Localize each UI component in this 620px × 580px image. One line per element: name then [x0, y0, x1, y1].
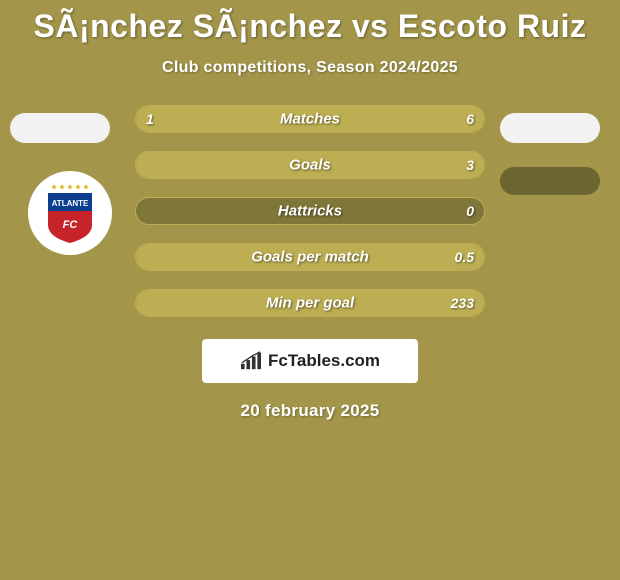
- player-right-club-avatar: [500, 167, 600, 195]
- stat-row: Hattricks 0: [135, 197, 485, 225]
- player-left-club-badge: ATLANTE FC: [28, 171, 112, 255]
- stat-value-left: 1: [146, 111, 154, 127]
- club-badge-name: ATLANTE: [52, 199, 89, 208]
- subtitle: Club competitions, Season 2024/2025: [0, 59, 620, 77]
- bar-chart-icon: [240, 351, 262, 371]
- stat-value-right: 0.5: [455, 249, 474, 265]
- stats-list: Matches 1 6 Goals 3 Hattricks 0 Goals per match…: [135, 105, 485, 317]
- stat-value-right: 6: [466, 111, 474, 127]
- comparison-card: SÃ¡nchez SÃ¡nchez vs Escoto Ruiz Club co…: [0, 0, 620, 580]
- stat-value-right: 0: [466, 203, 474, 219]
- date-line: 20 february 2025: [0, 401, 620, 421]
- stat-label: Min per goal: [266, 295, 354, 312]
- player-right-avatar: [500, 113, 600, 143]
- stat-row: Matches 1 6: [135, 105, 485, 133]
- stat-label: Goals per match: [251, 249, 369, 266]
- main-area: ATLANTE FC Matches 1 6 Goals 3 Hattricks 0 Goal…: [0, 105, 620, 421]
- stat-fill-left: [136, 106, 186, 132]
- stat-label: Goals: [289, 157, 331, 174]
- stat-label: Matches: [280, 111, 340, 128]
- stat-label: Hattricks: [278, 203, 342, 220]
- player-left-avatar: [10, 113, 110, 143]
- stat-row: Min per goal 233: [135, 289, 485, 317]
- stat-row: Goals 3: [135, 151, 485, 179]
- club-shield-icon: ATLANTE FC: [42, 181, 98, 245]
- page-title: SÃ¡nchez SÃ¡nchez vs Escoto Ruiz: [0, 0, 620, 45]
- stat-value-right: 3: [466, 157, 474, 173]
- stat-value-right: 233: [451, 295, 474, 311]
- attribution-badge: FcTables.com: [202, 339, 418, 383]
- stat-row: Goals per match 0.5: [135, 243, 485, 271]
- attribution-text: FcTables.com: [268, 351, 380, 371]
- svg-text:FC: FC: [63, 219, 79, 231]
